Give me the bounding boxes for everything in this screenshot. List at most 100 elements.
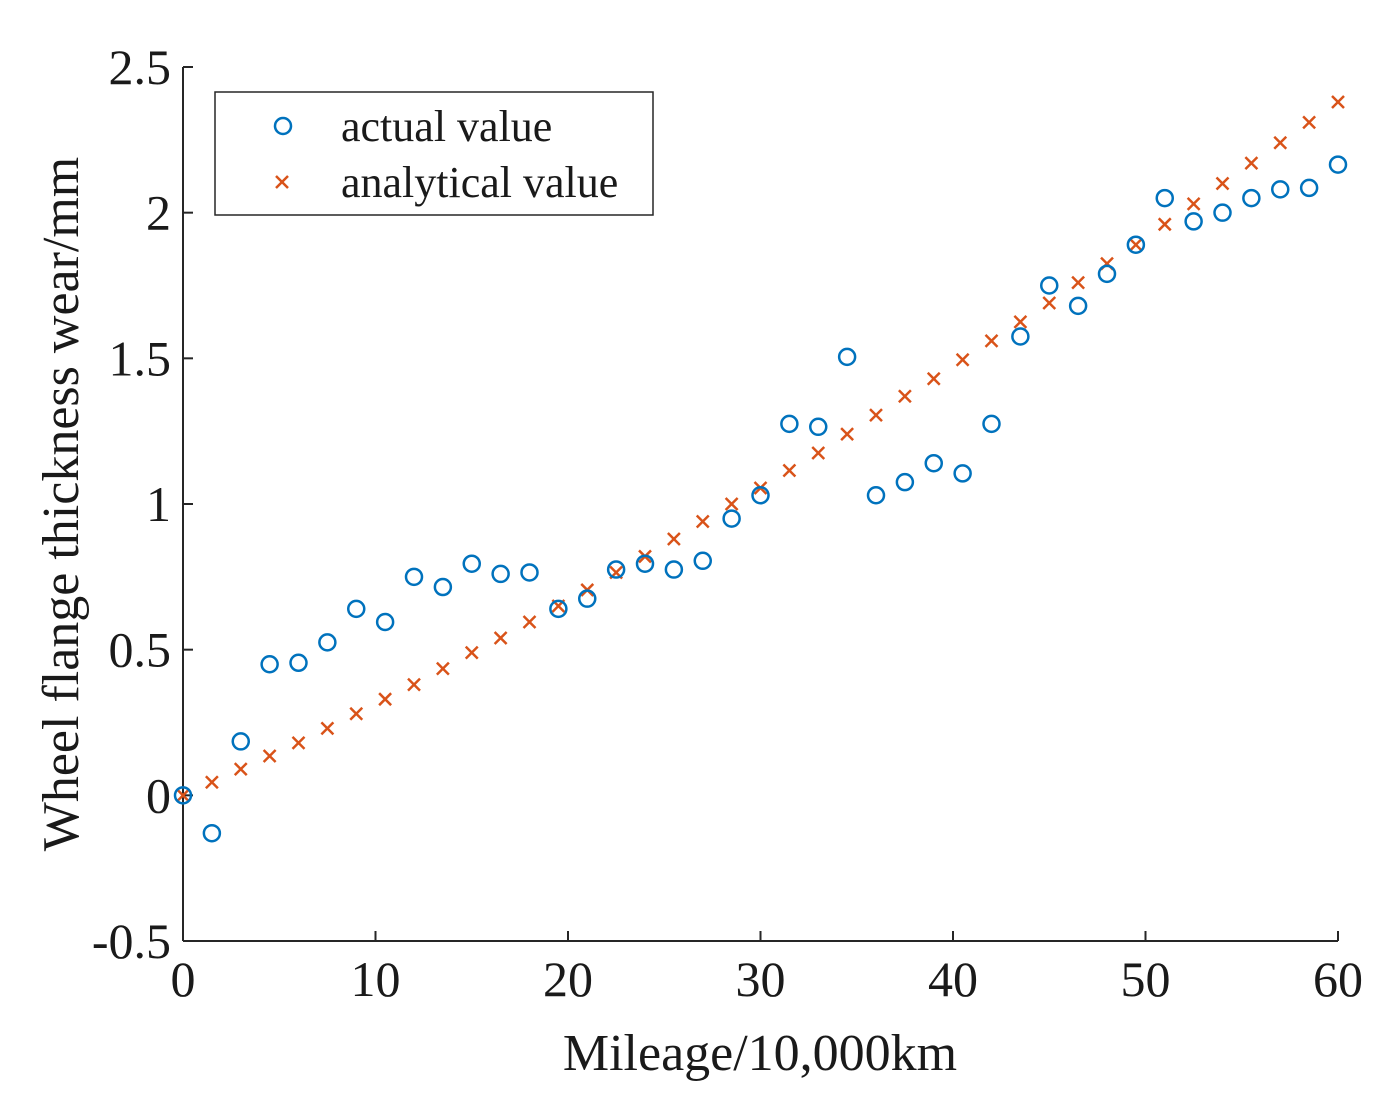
y-tick-label: 0 [146, 767, 171, 823]
actual-value-point [578, 589, 597, 608]
analytical-value-point [378, 692, 393, 707]
actual-value-point [1126, 235, 1146, 254]
x-tick-label: 0 [171, 951, 196, 1007]
analytical-value-point [407, 677, 421, 692]
analytical-value-point [522, 615, 537, 629]
actual-value-point [318, 633, 337, 652]
actual-value-point [1213, 203, 1232, 222]
actual-value-point [664, 560, 684, 579]
actual-value-point [520, 563, 539, 582]
analytical-value-point [1331, 95, 1345, 109]
plot-points [173, 95, 1348, 843]
actual-value-point [202, 823, 222, 843]
x-tick-label: 30 [736, 951, 786, 1007]
y-ticks: -0.5 0 0.5 1 1.5 2 2.5 [92, 39, 193, 969]
x-ticks: 0 10 20 30 40 50 60 [171, 931, 1363, 1007]
legend-marker-analytical-value [275, 175, 289, 189]
actual-value-point [231, 732, 250, 751]
actual-value-point [866, 486, 886, 505]
legend-label-actual-value: actual value [341, 102, 552, 151]
analytical-value-point [869, 408, 883, 423]
x-tick-label: 40 [928, 951, 978, 1007]
y-tick-label: 1 [146, 476, 171, 532]
actual-value-point [751, 486, 770, 505]
actual-value-point [347, 599, 366, 619]
y-tick-label: 1.5 [109, 330, 172, 386]
actual-value-point [722, 509, 741, 528]
x-tick-label: 60 [1313, 951, 1363, 1007]
analytical-value-point [1157, 217, 1172, 232]
analytical-value-point [926, 371, 941, 386]
actual-value-point [289, 653, 308, 673]
actual-value-point [809, 417, 828, 437]
legend-marker-actual-value [273, 116, 293, 136]
analytical-value-point [1128, 237, 1143, 252]
analytical-value-point [262, 749, 277, 763]
analytical-value-point [204, 775, 219, 790]
analytical-value-point [984, 333, 999, 348]
x-tick-label: 50 [1121, 951, 1171, 1007]
actual-value-point [895, 472, 915, 492]
analytical-value-point [897, 389, 912, 404]
actual-value-point [693, 551, 712, 571]
y-tick-label: 2 [146, 185, 171, 241]
analytical-value-point [955, 352, 970, 367]
x-axis-title: Mileage/10,000km [563, 1025, 957, 1082]
analytical-value-point [666, 532, 681, 546]
actual-value-point [606, 560, 626, 579]
x-tick-label: 20 [543, 951, 593, 1007]
actual-value-point [837, 347, 857, 367]
analytical-value-point [1302, 115, 1317, 130]
actual-value-point [780, 414, 799, 434]
analytical-value-point [1186, 197, 1201, 211]
actual-value-point [1068, 296, 1088, 316]
analytical-value-point [1071, 275, 1086, 290]
analytical-value-point [840, 427, 855, 441]
analytical-value-point [724, 497, 739, 511]
actual-value-point [1011, 327, 1030, 346]
x-tick-label: 10 [351, 951, 401, 1007]
actual-value-point [1155, 188, 1174, 208]
analytical-value-point [1215, 176, 1230, 191]
analytical-value-point [176, 788, 190, 803]
actual-value-point [1271, 180, 1290, 199]
analytical-value-point [1244, 156, 1259, 171]
actual-value-point [953, 464, 972, 483]
analytical-value-point [320, 721, 335, 736]
y-tick-label: -0.5 [92, 913, 171, 969]
actual-value-point [173, 786, 193, 805]
actual-value-point [924, 453, 943, 473]
y-tick-label: 2.5 [109, 39, 172, 95]
actual-value-point [260, 654, 279, 674]
actual-value-point [491, 564, 510, 584]
analytical-value-point [695, 514, 710, 529]
analytical-value-point [435, 661, 450, 676]
y-axis-title: Wheel flange thickness wear/mm [33, 157, 90, 852]
actual-value-point [549, 599, 568, 619]
analytical-value-point [349, 706, 364, 721]
legend-box [214, 91, 654, 216]
actual-value-point [404, 567, 424, 587]
actual-value-point [375, 612, 395, 632]
analytical-value-point [1013, 315, 1028, 329]
actual-value-point [1040, 276, 1059, 295]
actual-value-point [1184, 212, 1203, 231]
actual-value-point [1328, 155, 1348, 174]
analytical-value-point [493, 631, 508, 645]
analytical-value-point [291, 736, 306, 750]
analytical-value-point [233, 762, 248, 776]
analytical-value-point [811, 446, 826, 460]
analytical-value-point [782, 463, 797, 478]
actual-value-point [635, 554, 655, 573]
actual-value-point [1097, 264, 1117, 284]
legend: actual value analytical value [214, 91, 654, 216]
actual-value-point [462, 554, 481, 573]
actual-value-point [1299, 178, 1319, 198]
analytical-value-point [1273, 135, 1288, 150]
actual-value-point [982, 414, 1001, 434]
actual-value-point [433, 577, 453, 597]
analytical-value-point [464, 645, 479, 660]
actual-value-point [1242, 188, 1261, 208]
y-tick-label: 0.5 [109, 622, 172, 678]
